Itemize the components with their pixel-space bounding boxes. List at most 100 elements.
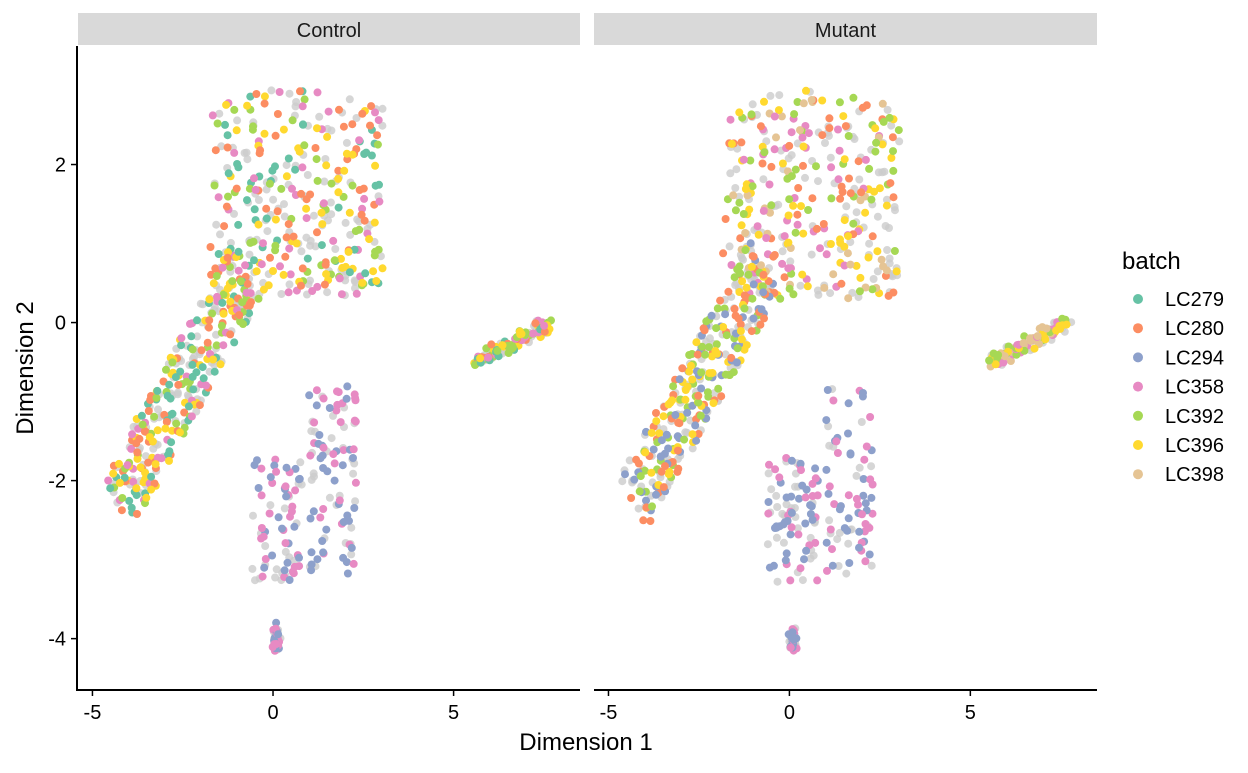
- data-point: [844, 491, 853, 500]
- data-point: [476, 354, 485, 363]
- data-point: [313, 88, 322, 97]
- data-point: [166, 394, 175, 403]
- data-point: [282, 492, 291, 501]
- data-point: [188, 360, 197, 369]
- data-point: [767, 201, 776, 210]
- background-point: [277, 290, 286, 298]
- data-point: [736, 320, 745, 329]
- background-point: [376, 252, 385, 261]
- data-point: [835, 505, 844, 514]
- background-point: [885, 224, 893, 232]
- data-point: [325, 404, 334, 412]
- data-point: [685, 351, 694, 359]
- data-point: [345, 516, 353, 525]
- data-point: [782, 549, 791, 558]
- data-point: [862, 101, 871, 110]
- background-point: [786, 257, 795, 266]
- background-point: [726, 169, 735, 178]
- data-point: [365, 235, 374, 244]
- data-point: [840, 155, 849, 164]
- background-point: [245, 250, 254, 259]
- data-point: [361, 269, 370, 278]
- background-point: [309, 211, 318, 220]
- data-point: [128, 430, 137, 439]
- background-point: [766, 91, 775, 100]
- data-point: [656, 452, 665, 461]
- legend-label: LC396: [1165, 435, 1224, 457]
- data-point: [787, 128, 796, 137]
- data-point: [994, 351, 1003, 359]
- data-point: [694, 430, 703, 438]
- data-point: [291, 486, 300, 495]
- data-point: [147, 472, 156, 481]
- data-point: [753, 222, 762, 231]
- data-point: [288, 184, 296, 193]
- background-point: [378, 104, 387, 113]
- data-point: [284, 288, 293, 297]
- data-point: [776, 294, 785, 303]
- data-point: [703, 388, 712, 397]
- background-point: [154, 405, 162, 414]
- background-point: [327, 210, 336, 219]
- data-point: [172, 419, 181, 428]
- data-point: [307, 548, 316, 557]
- data-point: [739, 155, 748, 164]
- data-point: [785, 195, 794, 204]
- data-point: [700, 326, 709, 335]
- data-point: [289, 232, 298, 241]
- data-point: [167, 410, 175, 419]
- data-point: [841, 122, 850, 131]
- data-point: [885, 113, 894, 122]
- data-point: [647, 468, 656, 477]
- data-point: [802, 546, 811, 555]
- data-point: [674, 464, 683, 473]
- x-tick-label: 5: [448, 702, 459, 724]
- data-point: [741, 185, 750, 193]
- data-point: [360, 194, 369, 203]
- data-point: [317, 208, 326, 217]
- data-point: [775, 473, 784, 482]
- data-point: [295, 147, 304, 156]
- data-point: [790, 110, 799, 119]
- data-point: [162, 417, 171, 426]
- data-point: [327, 179, 336, 188]
- data-point: [738, 277, 747, 286]
- background-point: [351, 277, 360, 286]
- data-point: [280, 566, 289, 575]
- data-point: [688, 375, 697, 384]
- data-point: [787, 523, 796, 532]
- data-point: [771, 465, 780, 474]
- data-point: [846, 260, 855, 269]
- data-point: [688, 430, 697, 439]
- data-point: [260, 92, 269, 101]
- data-point: [300, 141, 309, 150]
- background-point: [814, 177, 822, 186]
- data-point: [822, 416, 831, 425]
- data-point: [865, 164, 874, 173]
- data-point: [735, 108, 744, 117]
- data-point: [264, 281, 273, 290]
- data-point: [371, 161, 380, 170]
- data-point: [652, 417, 661, 426]
- data-point: [344, 247, 353, 256]
- data-point: [713, 349, 721, 358]
- data-point: [118, 494, 127, 502]
- data-point: [664, 470, 673, 479]
- data-point: [871, 124, 880, 133]
- data-point: [238, 298, 247, 307]
- legend-label: LC279: [1165, 289, 1224, 311]
- data-point: [371, 181, 380, 190]
- background-point: [772, 491, 781, 500]
- data-point: [329, 450, 338, 459]
- data-point: [298, 264, 307, 273]
- legend-title: batch: [1122, 248, 1181, 275]
- data-point: [888, 133, 897, 142]
- data-point: [251, 185, 260, 194]
- data-point: [766, 208, 774, 217]
- data-point: [246, 238, 255, 247]
- background-point: [280, 504, 289, 513]
- data-point: [736, 327, 745, 335]
- data-point: [340, 166, 349, 175]
- data-point: [348, 150, 357, 159]
